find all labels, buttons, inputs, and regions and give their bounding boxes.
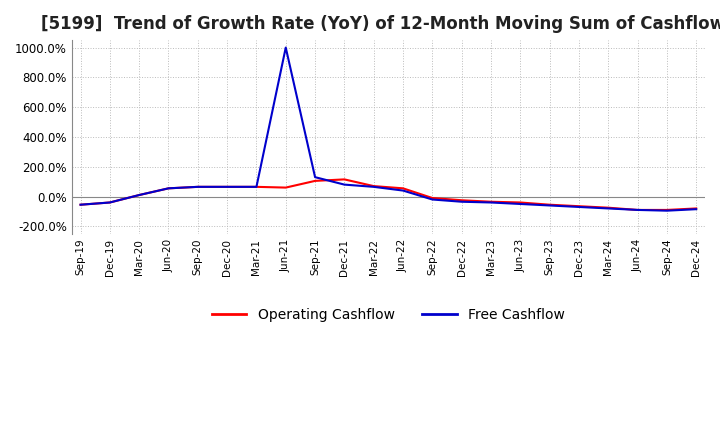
Legend: Operating Cashflow, Free Cashflow: Operating Cashflow, Free Cashflow (206, 302, 570, 327)
Title: [5199]  Trend of Growth Rate (YoY) of 12-Month Moving Sum of Cashflows: [5199] Trend of Growth Rate (YoY) of 12-… (42, 15, 720, 33)
